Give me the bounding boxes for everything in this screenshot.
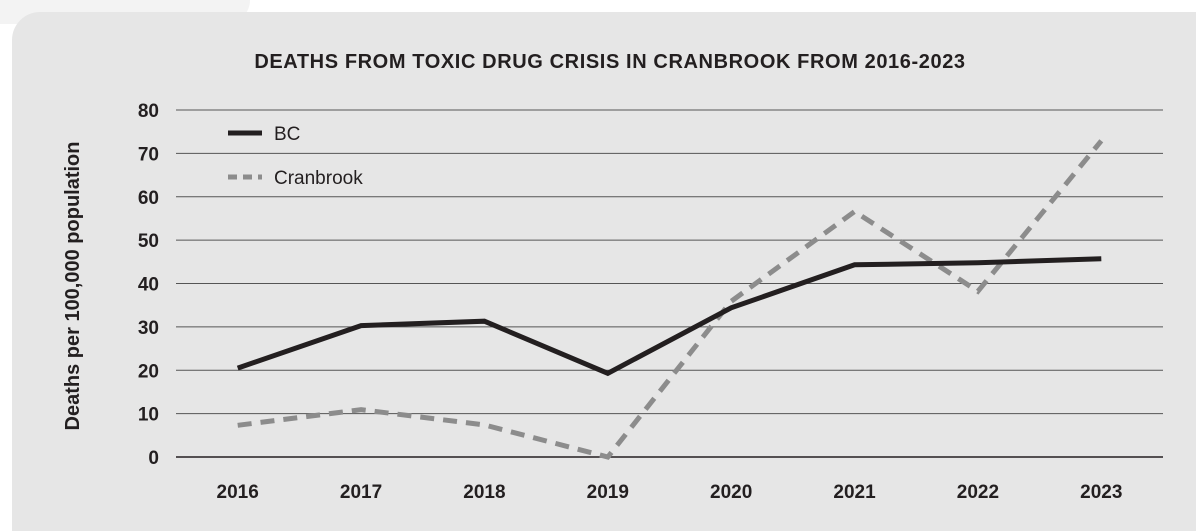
x-tick-label: 2017 [340,482,382,503]
y-tick-label: 30 [138,318,159,339]
x-tick-label: 2019 [587,482,629,503]
y-tick-label: 20 [138,361,159,382]
series-line-cranbrook [237,139,1104,460]
y-tick-label: 60 [138,188,159,209]
x-tick-label: 2023 [1080,482,1122,503]
y-tick-label: 70 [138,144,159,165]
y-tick-label: 40 [138,275,159,296]
legend-label-cranbrook: Cranbrook [274,168,363,189]
y-tick-label: 50 [138,231,159,252]
gridlines [176,109,1163,458]
legend-label-bc: BC [274,124,300,145]
chart-title: DEATHS FROM TOXIC DRUG CRISIS IN CRANBRO… [254,51,965,73]
x-tick-label: 2021 [833,482,876,503]
y-tick-label: 80 [138,101,159,122]
x-tick-label: 2022 [957,482,999,503]
x-tick-label: 2020 [710,482,752,503]
legend: BC Cranbrook [228,124,363,189]
x-tick-labels: 2016 2017 2018 2019 2020 2021 2022 2023 [217,482,1123,503]
y-tick-label: 0 [148,448,159,469]
y-tick-label: 10 [138,405,159,426]
series-lines [236,139,1104,460]
y-tick-labels: 0 10 20 30 40 50 60 70 80 [138,101,159,469]
x-tick-label: 2016 [217,482,259,503]
y-axis-label: Deaths per 100,000 population [62,142,84,431]
series-line-bc [236,256,1102,377]
x-tick-label: 2018 [463,482,505,503]
